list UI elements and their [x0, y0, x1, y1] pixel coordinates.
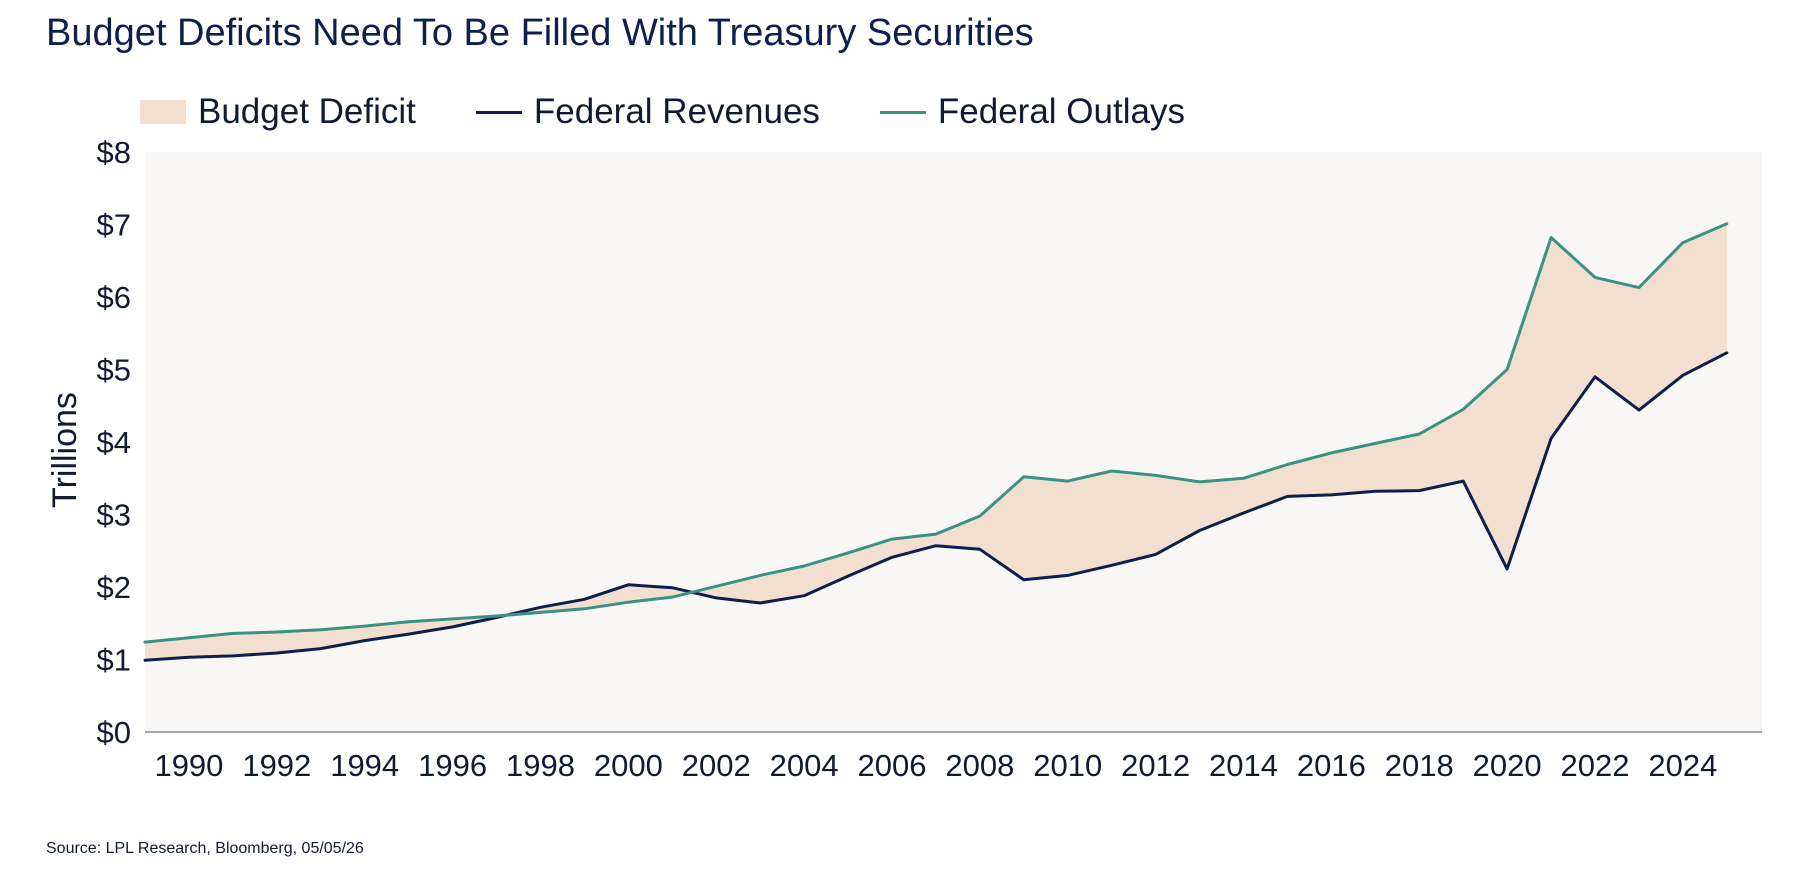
chart-title: Budget Deficits Need To Be Filled With T…: [46, 12, 1034, 54]
x-tick-label: 1994: [330, 748, 399, 783]
x-tick-label: 2006: [857, 748, 926, 783]
legend-swatch-budget-deficit: [140, 100, 186, 124]
budget-deficit-area: [145, 223, 1727, 661]
legend-item-federal-revenues: Federal Revenues: [475, 92, 820, 132]
x-tick-label: 1992: [242, 748, 311, 783]
y-tick-label: $4: [97, 425, 131, 460]
federal-outlays-line: [143, 222, 1729, 644]
y-tick-label: $7: [97, 208, 131, 243]
legend-swatch-federal-outlays: [879, 110, 926, 114]
y-tick-label: $0: [97, 715, 131, 750]
x-tick-label: 2022: [1561, 748, 1630, 783]
x-tick-label: 2018: [1385, 748, 1454, 783]
x-tick-label: 2020: [1473, 748, 1542, 783]
x-tick-label: 2002: [682, 748, 751, 783]
x-tick-label: 2024: [1648, 748, 1717, 783]
federal-revenues-line: [143, 351, 1729, 662]
y-tick-label: $3: [97, 498, 131, 533]
y-axis-title: Trillions: [46, 392, 84, 508]
x-tick-label: 1996: [418, 748, 487, 783]
x-tick-label: 2010: [1033, 748, 1102, 783]
y-tick-label: $8: [97, 135, 131, 170]
legend-label-budget-deficit: Budget Deficit: [198, 92, 416, 131]
y-tick-label: $2: [97, 570, 131, 605]
y-tick-label: $5: [97, 353, 131, 388]
legend-swatch-federal-revenues: [475, 110, 522, 114]
x-tick-label: 2016: [1297, 748, 1366, 783]
x-tick-label: 2000: [594, 748, 663, 783]
source-note: Source: LPL Research, Bloomberg, 05/05/2…: [46, 840, 364, 857]
x-tick-label: 2012: [1121, 748, 1190, 783]
x-tick-label: 2014: [1209, 748, 1278, 783]
y-tick-label: $6: [97, 280, 131, 315]
y-tick-label: $1: [97, 643, 131, 678]
legend-item-federal-outlays: Federal Outlays: [879, 92, 1185, 132]
x-tick-label: 1998: [506, 748, 575, 783]
legend-item-budget-deficit: Budget Deficit: [140, 92, 416, 132]
x-tick-label: 2004: [770, 748, 839, 783]
legend-label-federal-revenues: Federal Revenues: [533, 92, 820, 131]
x-tick-label: 1990: [154, 748, 223, 783]
legend-label-federal-outlays: Federal Outlays: [937, 92, 1185, 131]
x-tick-label: 2008: [945, 748, 1014, 783]
legend: Budget Deficit Federal Revenues Federal …: [140, 88, 1185, 136]
